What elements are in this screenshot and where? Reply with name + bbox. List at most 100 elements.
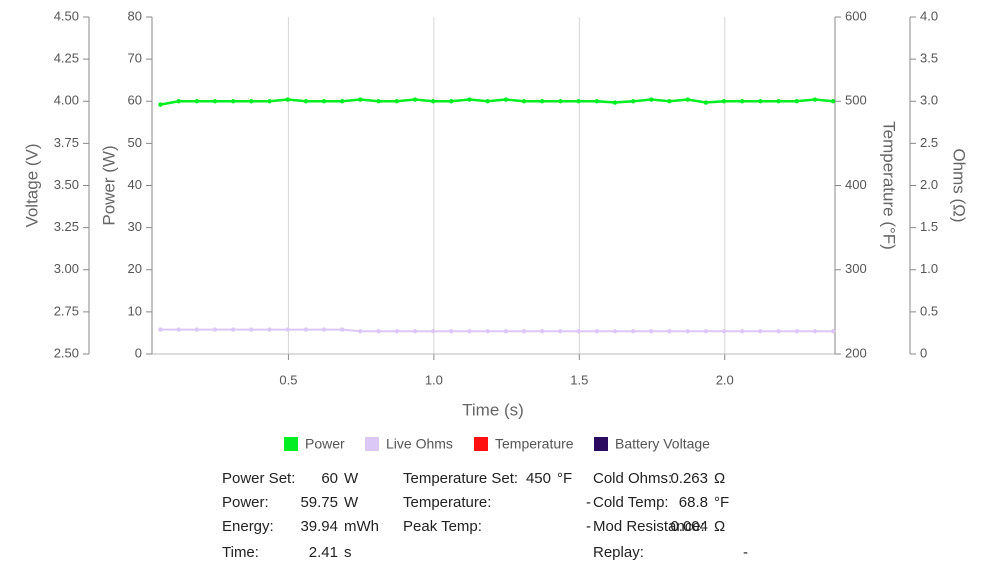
y-tick-label: 2.50	[54, 345, 79, 360]
data-point	[358, 97, 363, 102]
y-tick-label: 50	[128, 135, 142, 150]
data-point	[740, 99, 745, 104]
data-point	[212, 99, 218, 104]
stat-value: 60	[321, 470, 338, 487]
legend-label[interactable]: Power	[305, 436, 345, 452]
data-point	[521, 99, 527, 104]
stat-unit: °F	[557, 470, 572, 487]
y-tick-label: 0	[920, 345, 927, 360]
y-tick-label: 500	[845, 93, 867, 108]
y-tick-label: 2.0	[920, 177, 938, 192]
stat-value: 59.75	[300, 494, 338, 511]
legend-swatch[interactable]	[594, 437, 608, 451]
data-point	[594, 329, 599, 334]
data-point	[394, 329, 399, 334]
data-point	[467, 97, 472, 102]
data-point	[758, 99, 763, 104]
data-point	[267, 99, 272, 104]
data-point	[194, 99, 199, 104]
data-point	[612, 100, 618, 105]
y-tick-label: 30	[128, 219, 142, 234]
data-point	[485, 329, 490, 334]
y-tick-label: 1.5	[920, 219, 938, 234]
x-tick-label: 1.5	[570, 372, 588, 387]
data-point	[340, 99, 345, 104]
data-point	[558, 329, 563, 334]
data-point	[521, 329, 527, 334]
stat-value: 0.263	[670, 470, 708, 487]
data-point	[703, 329, 709, 334]
y-tick-label: 0.5	[920, 303, 938, 318]
stat-unit: mWh	[344, 518, 379, 535]
data-point	[376, 329, 381, 334]
data-point	[412, 97, 418, 102]
stat-value: 39.94	[300, 518, 338, 535]
data-point	[540, 99, 545, 104]
data-point	[449, 329, 454, 334]
stat-label: Replay:	[593, 544, 644, 561]
y-tick-label: 1.0	[920, 261, 938, 276]
legend-label[interactable]: Live Ohms	[386, 436, 453, 452]
y-tick-label: 10	[128, 303, 142, 318]
stat-value: 0.004	[670, 518, 708, 535]
data-point	[376, 99, 381, 104]
data-point	[340, 327, 345, 332]
stat-unit: °F	[714, 494, 729, 511]
y-tick-label: 40	[128, 177, 142, 192]
x-tick-label: 1.0	[425, 372, 443, 387]
data-point	[358, 329, 363, 334]
data-point	[249, 99, 254, 104]
data-point	[503, 329, 509, 334]
data-point	[394, 99, 399, 104]
y-tick-label: 300	[845, 261, 867, 276]
y-tick-label: 4.00	[54, 93, 79, 108]
data-point	[176, 327, 181, 332]
data-point	[303, 99, 309, 104]
data-point	[794, 99, 799, 104]
legend-swatch[interactable]	[474, 437, 488, 451]
y-tick-label: 400	[845, 177, 867, 192]
stat-label: Power:	[222, 494, 269, 511]
data-point	[303, 327, 309, 332]
stat-value: 2.41	[309, 544, 338, 561]
legend-swatch[interactable]	[284, 437, 298, 451]
data-point	[703, 100, 709, 105]
data-point	[467, 329, 472, 334]
data-point	[158, 327, 163, 332]
y-axis-title: Power (W)	[99, 145, 118, 225]
data-point	[485, 99, 490, 104]
y-tick-label: 3.75	[54, 135, 79, 150]
data-point	[649, 97, 654, 102]
data-point	[667, 99, 672, 104]
stat-unit: s	[344, 544, 352, 561]
data-point	[576, 99, 581, 104]
data-point	[267, 327, 272, 332]
data-point	[740, 329, 745, 334]
y-tick-label: 80	[128, 8, 142, 23]
data-point	[830, 99, 836, 104]
data-point	[612, 329, 618, 334]
data-point	[812, 329, 818, 334]
stat-unit: Ω	[714, 470, 725, 487]
legend-label[interactable]: Temperature	[495, 436, 574, 452]
y-tick-label: 4.50	[54, 8, 79, 23]
stat-value: 450	[526, 470, 551, 487]
y-tick-label: 3.5	[920, 51, 938, 66]
stat-unit: W	[344, 470, 359, 487]
data-point	[449, 99, 454, 104]
stat-unit: W	[344, 494, 359, 511]
data-point	[776, 329, 781, 334]
data-point	[194, 327, 199, 332]
y-axis-title: Temperature (°F)	[880, 121, 899, 250]
y-tick-label: 600	[845, 8, 867, 23]
stat-label: Cold Temp:	[593, 494, 669, 511]
y-tick-label: 20	[128, 261, 142, 276]
data-point	[685, 329, 690, 334]
data-point	[540, 329, 545, 334]
stat-label: Temperature Set:	[403, 470, 518, 487]
legend-label[interactable]: Battery Voltage	[615, 436, 710, 452]
legend-swatch[interactable]	[365, 437, 379, 451]
data-point	[321, 99, 327, 104]
data-point	[249, 327, 254, 332]
